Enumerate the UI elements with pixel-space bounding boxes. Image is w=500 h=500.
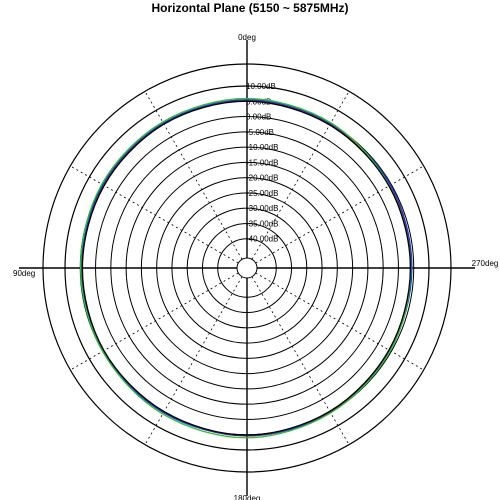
spoke-300 xyxy=(255,165,424,264)
ring-label: -15.00dB xyxy=(246,158,278,167)
chart-title: Horizontal Plane (5150 ~ 5875MHz) xyxy=(151,1,349,15)
ring-label: -25.00dB xyxy=(246,189,278,198)
angle-label-270: 270deg xyxy=(472,259,499,268)
ring-label: -40.00dB xyxy=(246,235,278,244)
ring-label: -35.00dB xyxy=(246,219,278,228)
ring-labels: 10.00dB5.00dB0.00dB-5.00dB-10.00dB-15.00… xyxy=(246,82,278,244)
series-line-3 xyxy=(81,100,412,436)
angle-label-0: 0deg xyxy=(238,33,256,42)
ring-label: 10.00dB xyxy=(246,82,276,91)
angle-label-90: 90deg xyxy=(13,269,35,278)
spoke-210 xyxy=(251,276,350,445)
angle-labels: 0deg 90deg 180deg 270deg xyxy=(13,33,498,500)
ring-label: 0.00dB xyxy=(246,113,271,122)
ring-label: -20.00dB xyxy=(246,174,278,183)
grid-layer xyxy=(19,40,475,496)
spoke-240 xyxy=(255,272,424,371)
spoke-150 xyxy=(144,276,243,445)
series-layer xyxy=(79,97,413,439)
center-hole xyxy=(236,257,258,279)
ring-label: -5.00dB xyxy=(246,128,274,137)
angle-label-180: 180deg xyxy=(234,494,261,500)
spoke-60 xyxy=(70,165,239,264)
spoke-120 xyxy=(70,272,239,371)
spoke-30 xyxy=(144,91,243,260)
spoke-330 xyxy=(251,91,350,260)
ring-label: -10.00dB xyxy=(246,143,278,152)
ring-label: -30.00dB xyxy=(246,204,278,213)
